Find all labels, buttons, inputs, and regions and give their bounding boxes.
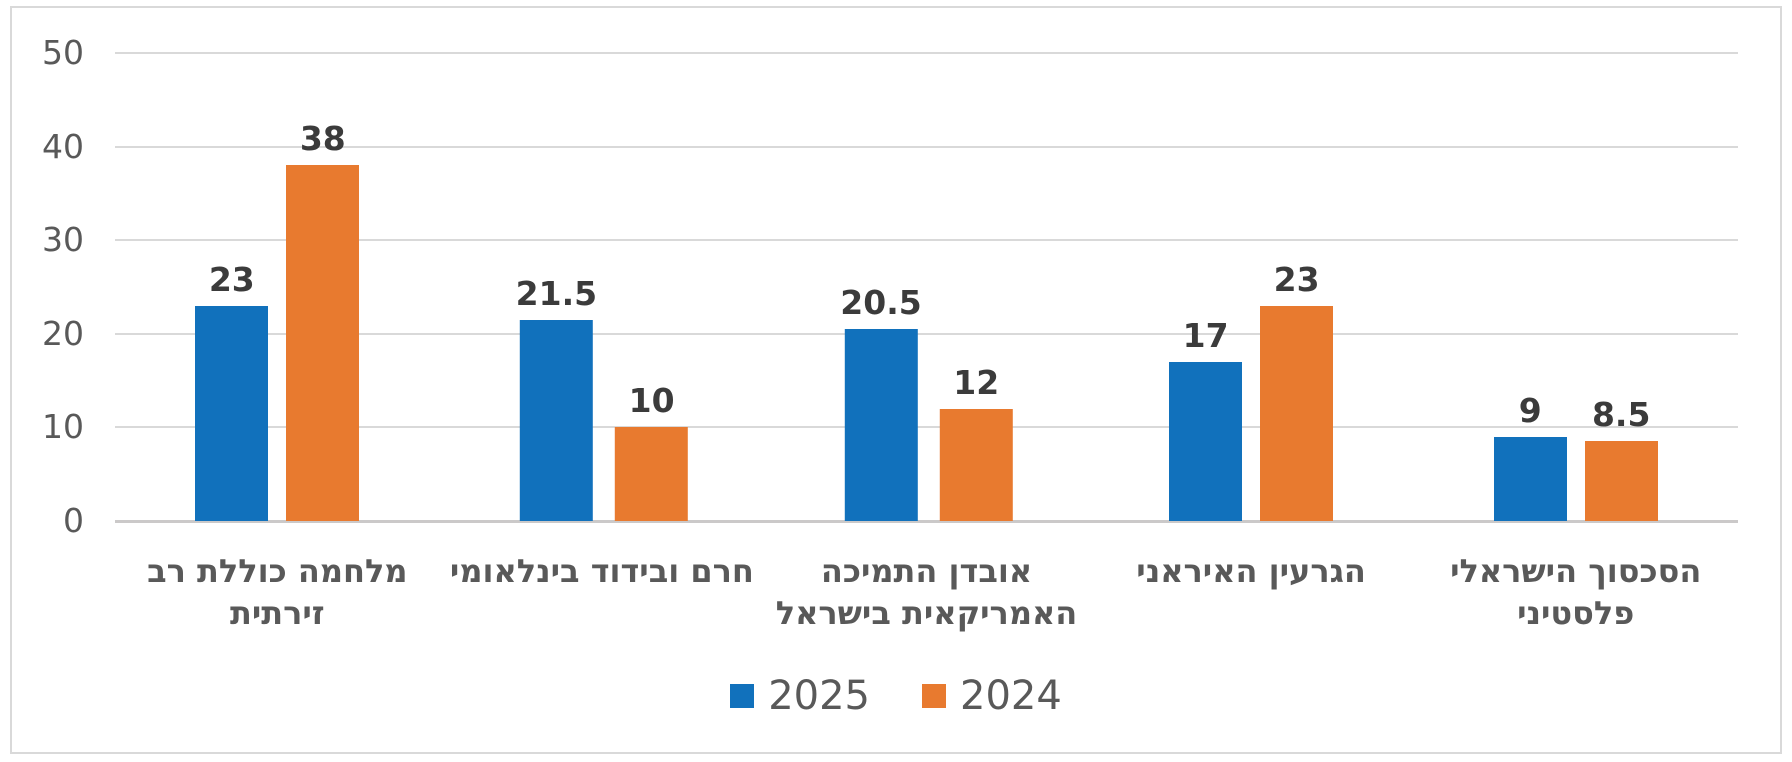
bar-value-label-2024: 8.5	[1591, 395, 1651, 435]
category-label-1: מלחמה כוללת רב זירתית	[115, 550, 440, 634]
bar-pair: 20.5 12	[840, 283, 1013, 521]
bar-2024	[615, 427, 689, 521]
bar-value-label-2025: 20.5	[840, 283, 922, 323]
bar-2025	[195, 305, 269, 521]
bar-wrap-2025: 23	[195, 259, 269, 521]
bar-value-label-2025: 21.5	[515, 273, 598, 313]
bar-value-label-2024: 12	[953, 362, 1000, 402]
bar-2024	[1584, 441, 1658, 521]
gridline-10	[115, 426, 1738, 429]
category-label-line: האמריקאית בישראל	[775, 594, 1078, 632]
y-tick-label-50: 50	[42, 33, 84, 72]
category-label-5: הסכסוך הישראלי פלסטיני	[1413, 550, 1738, 634]
chart-legend: 2025 2024	[0, 674, 1792, 718]
category-label-line: הסכסוך הישראלי	[1450, 552, 1702, 590]
legend-swatch-2025	[730, 684, 755, 708]
y-tick-label-0: 0	[63, 501, 84, 540]
y-tick-label-40: 40	[42, 126, 84, 166]
bar-group-3: 20.5 12	[764, 0, 1089, 521]
gridline-40	[115, 145, 1738, 148]
bar-value-label-2025: 23	[208, 259, 255, 299]
legend-label-2024: 2024	[960, 673, 1062, 719]
bar-2025	[519, 319, 593, 521]
bar-pair: 23 38	[195, 119, 360, 521]
bar-wrap-2025: 21.5	[515, 273, 598, 521]
bar-pair: 21.5 10	[515, 273, 689, 521]
bar-value-label-2025: 9	[1518, 390, 1542, 430]
category-label-line: זירתית	[229, 594, 325, 632]
y-tick-label-20: 20	[42, 313, 84, 353]
legend-label-2025: 2025	[768, 673, 870, 719]
category-label-line: הגרעין האיראני	[1136, 552, 1366, 590]
category-label-2: חרם ובידוד בינלאומי	[440, 550, 765, 592]
bar-2025	[1493, 436, 1567, 521]
bar-2024	[1260, 305, 1334, 521]
category-label-line: אובדן התמיכה	[820, 552, 1033, 590]
bar-value-label-2024: 23	[1273, 259, 1320, 299]
bar-pair: 17 23	[1169, 259, 1334, 521]
y-tick-label-10: 10	[42, 407, 84, 447]
x-axis-line	[115, 520, 1738, 523]
bar-wrap-2025: 20.5	[840, 283, 922, 521]
bar-2024	[939, 408, 1013, 521]
bar-wrap-2024: 23	[1260, 259, 1334, 521]
legend-item-2025: 2025	[730, 674, 870, 718]
category-label-4: הגרעין האיראני	[1089, 550, 1414, 592]
bar-2025	[1169, 361, 1243, 521]
category-label-line: חרם ובידוד בינלאומי	[449, 552, 754, 590]
legend-item-2024: 2024	[922, 674, 1062, 718]
category-label-3: אובדן התמיכה האמריקאית בישראל	[764, 550, 1089, 634]
bar-value-label-2024: 10	[628, 381, 675, 421]
bar-group-5: 9 8.5	[1413, 0, 1738, 521]
bar-value-label-2025: 17	[1182, 315, 1229, 355]
legend-swatch-2024	[922, 684, 946, 708]
bar-group-4: 17 23	[1089, 0, 1414, 521]
bar-wrap-2024: 38	[286, 119, 360, 521]
gridline-30	[115, 239, 1738, 242]
bar-value-label-2024: 38	[299, 119, 346, 159]
category-label-line: פלסטיני	[1517, 594, 1635, 632]
gridline-50	[115, 52, 1738, 54]
y-tick-label-30: 30	[42, 220, 84, 260]
bar-wrap-2024: 10	[615, 381, 689, 521]
bar-wrap-2024: 12	[939, 362, 1013, 521]
bar-wrap-2025: 9	[1493, 390, 1567, 521]
bar-wrap-2025: 17	[1169, 315, 1243, 521]
bar-2024	[286, 165, 360, 521]
bar-wrap-2024: 8.5	[1584, 395, 1658, 521]
bar-2025	[844, 329, 918, 521]
bar-group-2: 21.5 10	[440, 0, 765, 521]
bar-pair: 9 8.5	[1493, 390, 1658, 521]
gridline-20	[115, 332, 1738, 335]
category-label-line: מלחמה כוללת רב	[147, 552, 408, 590]
bar-group-1: 23 38	[115, 0, 440, 521]
